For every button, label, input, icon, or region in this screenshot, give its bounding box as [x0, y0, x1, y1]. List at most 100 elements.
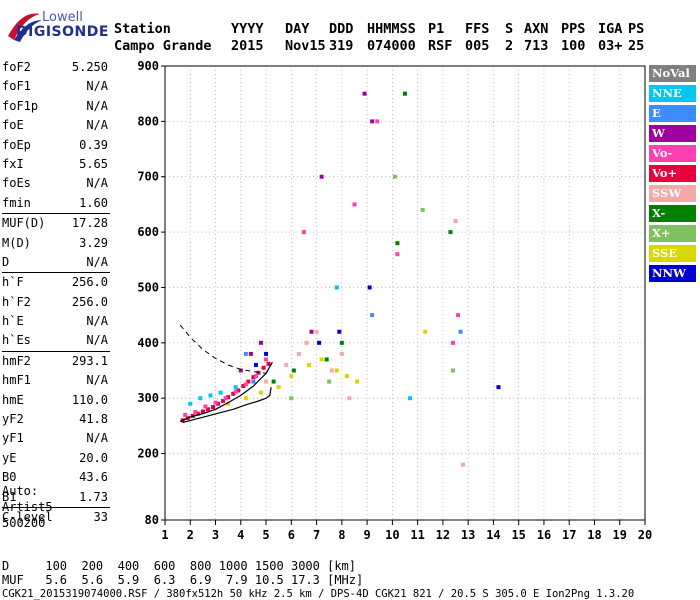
param-row: yF1 N/A	[2, 429, 110, 448]
point-x	[324, 357, 329, 362]
x-tick-label: 18	[587, 528, 601, 542]
param-key: fmin	[2, 195, 31, 210]
header-value-8: 713	[524, 38, 549, 54]
param-key: B1	[2, 489, 17, 504]
x-tick-label: 2	[187, 528, 194, 542]
param-value: N/A	[86, 314, 108, 329]
x-tick-label: 17	[562, 528, 576, 542]
point-w	[309, 329, 314, 334]
param-row: foF1 N/A	[2, 77, 110, 96]
point-ssw	[304, 340, 309, 345]
point-sse	[289, 374, 294, 379]
point-x	[403, 91, 407, 96]
legend-item: E	[649, 105, 696, 122]
param-value: N/A	[86, 118, 108, 133]
param-value: 110.0	[71, 392, 108, 407]
point-vo	[243, 382, 248, 387]
param-value: 1.73	[79, 489, 108, 504]
param-row: M(D) 3.29	[2, 234, 110, 253]
point-vo	[183, 412, 188, 417]
point-vo	[231, 391, 236, 396]
point-w	[319, 174, 324, 179]
point-vo	[221, 398, 226, 403]
param-value: 33	[93, 509, 108, 524]
point-vo	[203, 404, 208, 409]
legend-item: X+	[649, 225, 696, 242]
point-x	[289, 396, 294, 401]
point-nne	[218, 390, 223, 395]
point-sse	[226, 401, 231, 406]
header-label-9: PPS	[561, 21, 586, 37]
x-tick-label: 9	[363, 528, 370, 542]
point-nnw	[317, 340, 322, 345]
header-value-9: 100	[561, 38, 586, 54]
param-row: MUF(D) 17.28	[2, 213, 110, 233]
header-value-1: 2015	[231, 38, 264, 54]
param-row: fmin 1.60	[2, 194, 110, 213]
y-tick-label: 400	[137, 336, 159, 350]
point-vo	[395, 252, 400, 257]
point-sse	[423, 329, 428, 334]
x-tick-label: 16	[537, 528, 551, 542]
point-ssw	[347, 396, 352, 401]
param-key: h`Es	[2, 333, 31, 348]
point-vo	[352, 202, 357, 207]
point-x	[339, 340, 344, 345]
param-key: hmE	[2, 392, 24, 407]
trace-curve	[179, 361, 273, 422]
param-value: 5.65	[79, 156, 108, 171]
param-row: hmE 110.0	[2, 391, 110, 410]
header-label-1: YYYY	[231, 21, 264, 37]
legend: NoVal NNE E W Vo- Vo+ SSW X- X+ SSE NNW	[649, 65, 696, 285]
logo-line1: Lowell	[42, 10, 83, 25]
param-value: N/A	[86, 79, 108, 94]
param-key: h`F	[2, 275, 24, 290]
header-value-2: Nov15	[285, 38, 326, 54]
param-row: foF1p N/A	[2, 97, 110, 116]
header-label-10: IGA	[598, 21, 623, 37]
point-vo	[200, 409, 205, 414]
point-vo	[251, 375, 256, 380]
point-nnw	[337, 329, 342, 334]
point-x	[291, 368, 296, 373]
auto-code: 500200	[2, 516, 46, 530]
header-value-3: 319	[329, 38, 354, 54]
param-row: C-level 33	[2, 506, 110, 527]
param-key: fxI	[2, 156, 24, 171]
param-key: foF2	[2, 60, 31, 74]
point-nne	[188, 401, 193, 406]
param-key: MUF(D)	[2, 216, 46, 231]
auto-scaling-info: Auto: Artist5 500200	[2, 483, 53, 531]
header-value-4: 074000	[367, 38, 416, 54]
param-key: foEs	[2, 176, 31, 191]
point-ssw	[453, 219, 458, 224]
x-tick-label: 10	[385, 528, 399, 542]
point-vo	[253, 374, 258, 379]
param-key: yF2	[2, 412, 24, 427]
header-value-7: 2	[505, 38, 514, 54]
point-sse	[259, 390, 263, 395]
point-x	[451, 368, 455, 373]
param-row: D N/A	[2, 253, 110, 272]
point-ssw	[339, 351, 344, 356]
point-x	[392, 174, 397, 179]
point-nne	[334, 285, 339, 290]
param-key: hmF2	[2, 353, 31, 368]
point-sse	[344, 374, 349, 379]
param-row: hmF1 N/A	[2, 371, 110, 390]
point-vo	[246, 379, 251, 384]
param-value: 5.250	[71, 60, 108, 74]
param-key: foF1p	[2, 98, 39, 113]
header-value-6: 005	[465, 38, 490, 54]
point-vo	[451, 340, 455, 345]
point-w	[370, 119, 375, 124]
point-nne	[198, 396, 203, 401]
legend-item: W	[649, 125, 696, 142]
header-label-5: P1	[428, 21, 445, 37]
point-vo	[213, 400, 218, 405]
point-vo	[216, 401, 221, 406]
param-row: B1 1.73	[2, 488, 110, 507]
point-w	[238, 368, 243, 373]
x-tick-label: 19	[613, 528, 627, 542]
